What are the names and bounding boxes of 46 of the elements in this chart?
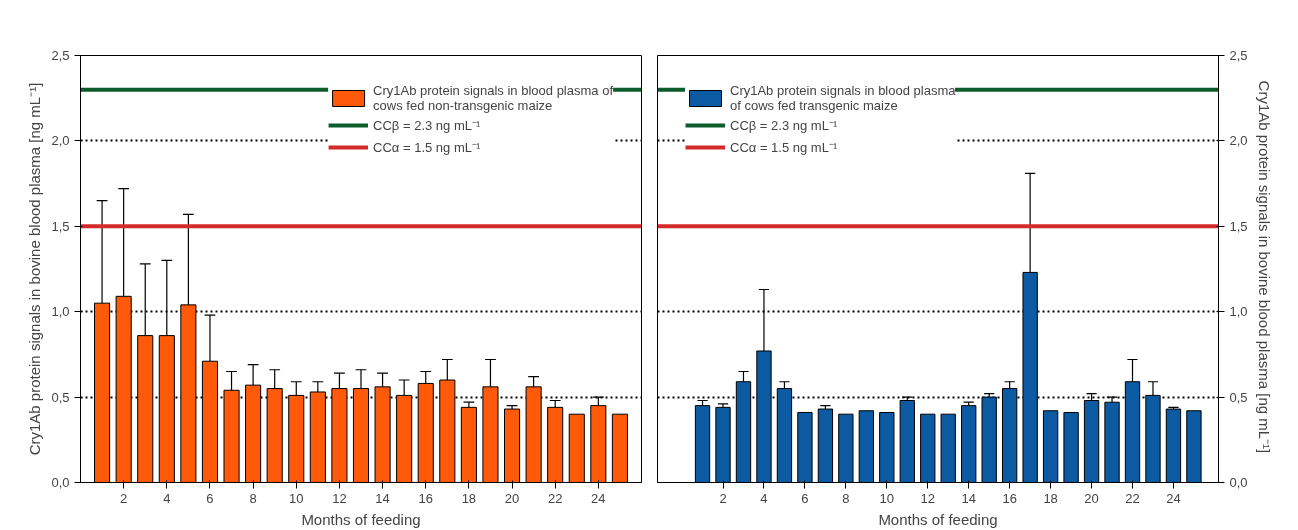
x-tick-label: 24 (1166, 490, 1181, 506)
x-tick-label: 22 (547, 490, 563, 506)
legend-label: CCβ = 2.3 ng mL⁻¹ (373, 117, 481, 134)
x-axis-title: Months of feeding (878, 510, 998, 528)
legend-label: CCβ = 2.3 ng mL⁻¹ (730, 117, 838, 134)
x-tick-label: 4 (163, 490, 171, 506)
x-tick-label: 18 (1043, 490, 1058, 506)
y2-tick-label: 2,5 (1229, 48, 1248, 63)
x-tick-label: 12 (332, 490, 347, 506)
x-tick-label: 14 (375, 490, 390, 506)
x-tick-label: 16 (418, 490, 433, 506)
x-tick-label: 6 (801, 490, 809, 506)
y2-tick-label: 0,0 (1229, 475, 1248, 490)
x-tick-label: 10 (879, 490, 895, 506)
y2-tick-label: 1,0 (1229, 304, 1248, 320)
x-tick-label: 16 (1002, 490, 1017, 506)
x-tick-label: 12 (920, 490, 935, 506)
y2-tick-label: 2,0 (1229, 133, 1248, 149)
x-tick-label: 24 (591, 490, 606, 506)
legend-label: Cry1Ab protein signals in blood plasma of cows fed transgenic maize (730, 83, 956, 113)
y-tick-label: 0,0 (51, 475, 70, 490)
y-tick-label: 2,5 (51, 48, 70, 63)
y-tick-label: 2,0 (51, 133, 70, 149)
y-axis-title: Cry1Ab protein signals in bovine blood plasma [ng mL⁻¹] (26, 82, 44, 456)
legend-label: Cry1Ab protein signals in blood plasma of cows fed non-transgenic maize (373, 83, 613, 113)
x-tick-label: 18 (461, 490, 477, 506)
y2-tick-label: 0,5 (1229, 389, 1248, 405)
y2-axis-title: Cry1Ab protein signals in bovine blood plasma [ng mL⁻¹] (1255, 80, 1273, 454)
y2-tick-label: 1,5 (1229, 218, 1248, 234)
x-tick-label: 8 (842, 490, 850, 506)
legend-label: CCα = 1.5 ng mL⁻¹ (730, 139, 838, 156)
x-tick-label: 10 (289, 490, 304, 506)
x-tick-label: 8 (249, 490, 257, 506)
x-tick-label: 2 (719, 490, 727, 506)
y-tick-label: 1,0 (51, 304, 70, 320)
x-tick-label: 20 (1084, 490, 1099, 506)
x-tick-label: 6 (206, 490, 214, 506)
x-tick-label: 14 (961, 490, 976, 506)
x-axis-title: Months of feeding (301, 510, 421, 528)
x-tick-label: 22 (1125, 490, 1140, 506)
y-tick-label: 0,5 (51, 389, 70, 405)
y-tick-label: 1,5 (51, 218, 70, 234)
x-tick-label: 4 (760, 490, 768, 506)
x-tick-label: 20 (504, 490, 520, 506)
x-tick-label: 2 (120, 490, 128, 506)
legend-label: CCα = 1.5 ng mL⁻¹ (373, 139, 481, 156)
